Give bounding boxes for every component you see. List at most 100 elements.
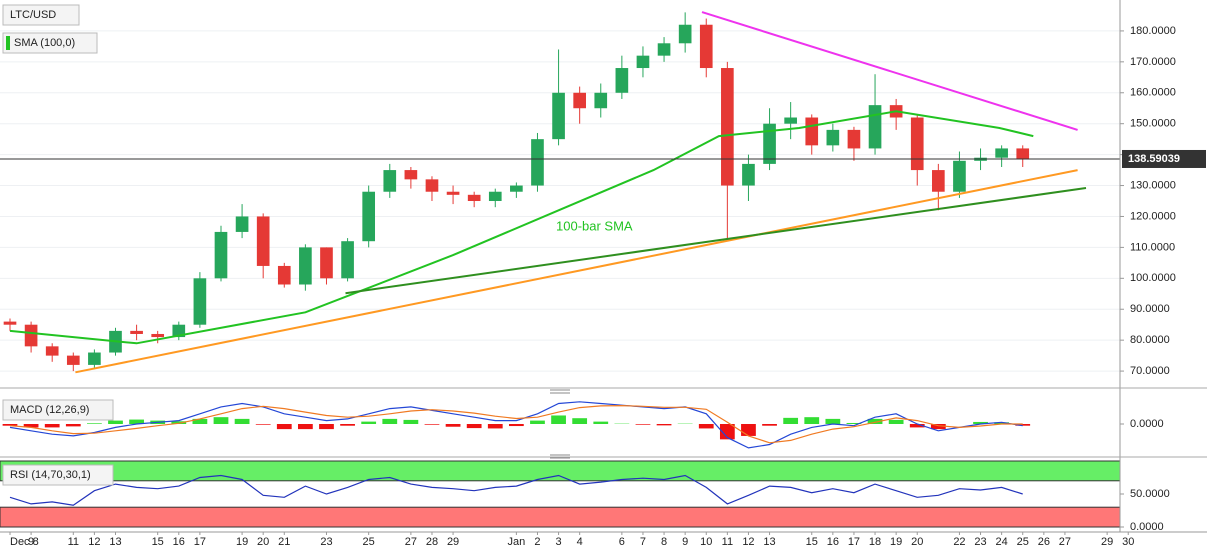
histogram-bar bbox=[45, 424, 60, 427]
x-tick-label: 26 bbox=[1038, 536, 1050, 548]
candle-body bbox=[721, 68, 734, 186]
histogram-bar bbox=[636, 424, 651, 425]
candle-body bbox=[383, 170, 396, 192]
x-tick-label: 12 bbox=[742, 536, 754, 548]
candle-body bbox=[257, 216, 270, 265]
candle-body bbox=[88, 353, 101, 365]
legend-label: SMA (100,0) bbox=[14, 37, 75, 49]
candle-body bbox=[932, 170, 945, 192]
histogram-bar bbox=[783, 418, 798, 424]
x-tick-label: 22 bbox=[953, 536, 965, 548]
legend-swatch bbox=[6, 36, 10, 50]
candle-body bbox=[468, 195, 481, 201]
candle-body bbox=[531, 139, 544, 185]
x-tick-label: 12 bbox=[88, 536, 100, 548]
histogram-bar bbox=[108, 421, 123, 424]
x-tick-label: 16 bbox=[827, 536, 839, 548]
y-tick-label: 0.0000 bbox=[1130, 521, 1164, 533]
pane-title: MACD (12,26,9) bbox=[10, 404, 89, 416]
histogram-bar bbox=[825, 419, 840, 424]
candle-body bbox=[510, 186, 523, 192]
candle-body bbox=[4, 322, 17, 325]
candle-body bbox=[637, 56, 650, 68]
y-tick-label: 80.0000 bbox=[1130, 334, 1170, 346]
y-tick-label: 100.0000 bbox=[1130, 272, 1176, 284]
candle-body bbox=[805, 118, 818, 146]
candle-body bbox=[848, 130, 861, 149]
last-price-label: 138.59039 bbox=[1128, 153, 1180, 165]
oversold-band bbox=[0, 507, 1120, 527]
x-tick-label: 23 bbox=[974, 536, 986, 548]
histogram-bar bbox=[3, 424, 18, 426]
histogram-bar bbox=[298, 424, 313, 429]
histogram-bar bbox=[361, 422, 376, 424]
x-tick-label: 13 bbox=[763, 536, 775, 548]
legend-label: LTC/USD bbox=[10, 9, 56, 21]
x-tick-label: 30 bbox=[1122, 536, 1134, 548]
x-tick-label: 19 bbox=[890, 536, 902, 548]
histogram-bar bbox=[889, 420, 904, 424]
x-tick-label: 23 bbox=[320, 536, 332, 548]
histogram-bar bbox=[256, 424, 271, 425]
x-tick-label: 13 bbox=[109, 536, 121, 548]
x-tick-label: 17 bbox=[194, 536, 206, 548]
histogram-bar bbox=[572, 418, 587, 424]
x-tick-label: 25 bbox=[363, 536, 375, 548]
y-tick-label: 50.0000 bbox=[1130, 488, 1170, 500]
candle-body bbox=[341, 241, 354, 278]
x-tick-label: 11 bbox=[68, 536, 79, 548]
candle-body bbox=[869, 105, 882, 148]
candle-body bbox=[130, 331, 143, 334]
candle-body bbox=[953, 161, 966, 192]
candle-body bbox=[573, 93, 586, 108]
annotation: 100-bar SMA bbox=[556, 218, 633, 233]
histogram-bar bbox=[804, 417, 819, 424]
histogram-bar bbox=[235, 419, 250, 424]
candle-body bbox=[784, 118, 797, 124]
x-tick-label: 20 bbox=[257, 536, 269, 548]
candle-body bbox=[447, 192, 460, 195]
histogram-bar bbox=[593, 422, 608, 424]
candle-body bbox=[215, 232, 228, 278]
histogram-bar bbox=[657, 424, 672, 425]
candle-body bbox=[911, 118, 924, 171]
x-tick-label: 19 bbox=[236, 536, 248, 548]
candle-body bbox=[552, 93, 565, 139]
candle-body bbox=[995, 148, 1008, 157]
candle-body bbox=[320, 247, 333, 278]
candle-body bbox=[25, 325, 38, 347]
x-tick-label: 18 bbox=[869, 536, 881, 548]
y-tick-label: 160.0000 bbox=[1130, 87, 1176, 99]
histogram-bar bbox=[319, 424, 334, 429]
y-tick-label: 130.0000 bbox=[1130, 179, 1176, 191]
pane-title: RSI (14,70,30,1) bbox=[10, 469, 91, 481]
x-tick-label: 15 bbox=[152, 536, 164, 548]
histogram-bar bbox=[66, 424, 81, 426]
histogram-bar bbox=[551, 415, 566, 424]
y-tick-label: 150.0000 bbox=[1130, 118, 1176, 130]
x-tick-label: 24 bbox=[996, 536, 1008, 548]
x-tick-label: 29 bbox=[1101, 536, 1113, 548]
x-tick-label: 9 bbox=[28, 536, 34, 548]
candle-body bbox=[742, 164, 755, 186]
histogram-bar bbox=[340, 424, 355, 426]
histogram-bar bbox=[762, 424, 777, 426]
candle-body bbox=[299, 247, 312, 284]
histogram-bar bbox=[509, 424, 524, 426]
y-tick-label: 0.0000 bbox=[1130, 418, 1164, 430]
histogram-bar bbox=[699, 424, 714, 428]
x-tick-label: 28 bbox=[426, 536, 438, 548]
candle-body bbox=[278, 266, 291, 285]
x-tick-label: Jan bbox=[507, 536, 525, 548]
histogram-bar bbox=[488, 424, 503, 428]
candle-body bbox=[67, 356, 80, 365]
histogram-bar bbox=[446, 424, 461, 427]
histogram-bar bbox=[530, 421, 545, 424]
y-tick-label: 170.0000 bbox=[1130, 56, 1176, 68]
y-tick-label: 90.0000 bbox=[1130, 303, 1170, 315]
candle-body bbox=[679, 25, 692, 44]
candle-body bbox=[405, 170, 418, 179]
x-tick-label: 15 bbox=[806, 536, 818, 548]
x-tick-label: 27 bbox=[1059, 536, 1071, 548]
candle-body bbox=[658, 43, 671, 55]
